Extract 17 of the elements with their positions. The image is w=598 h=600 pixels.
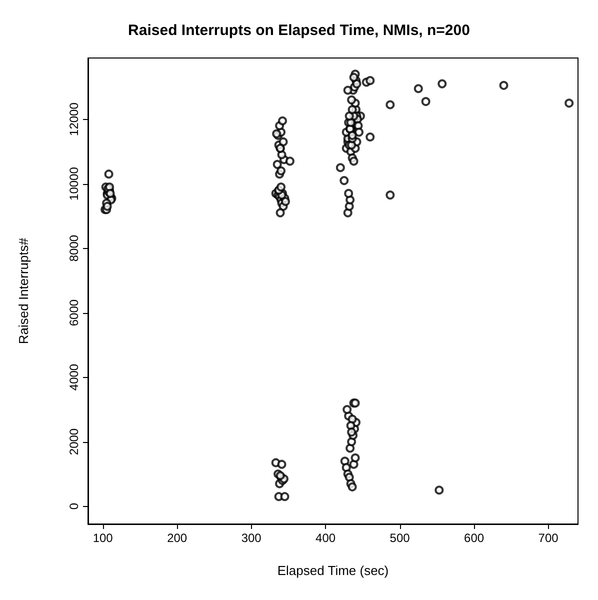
- y-tick-label: 2000: [67, 428, 81, 456]
- y-tick-label: 12000: [67, 102, 81, 136]
- y-tick-label: 0: [67, 502, 81, 510]
- x-tick-label: 300: [241, 531, 262, 545]
- x-tick-label: 600: [464, 531, 484, 545]
- x-tick-label: 400: [316, 531, 336, 545]
- x-tick-label: 500: [390, 531, 410, 545]
- chart-title: Raised Interrupts on Elapsed Time, NMIs, n=200: [128, 22, 470, 39]
- y-tick-label: 4000: [67, 364, 81, 391]
- x-axis-title: Elapsed Time (sec): [277, 563, 389, 578]
- x-tick-label: 200: [167, 531, 188, 545]
- y-tick-label: 6000: [67, 299, 81, 326]
- x-tick-label: 100: [92, 531, 114, 545]
- y-tick-label: 8000: [67, 234, 81, 262]
- y-tick-label: 10000: [67, 166, 81, 200]
- y-axis-title: Raised Interrupts#: [16, 237, 31, 344]
- x-tick-label: 700: [538, 531, 559, 545]
